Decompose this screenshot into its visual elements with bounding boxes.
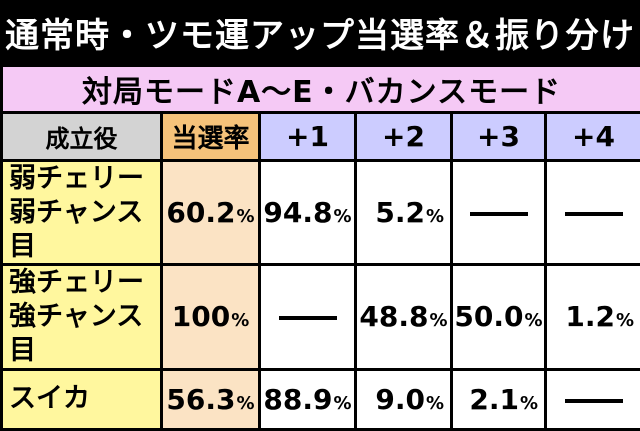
plus1-value: 94.8 — [263, 196, 332, 229]
col-header-plus3: +3 — [452, 113, 546, 161]
plus3-cell: 2.1% — [452, 369, 546, 429]
plus2-cell: 48.8% — [356, 265, 452, 369]
plus2-value: 5.2 — [375, 196, 425, 229]
percent-sign: % — [616, 310, 634, 331]
col-header-rate: 当選率 — [162, 113, 260, 161]
percent-sign: % — [525, 310, 543, 331]
percent-sign: % — [426, 393, 444, 414]
role-cell: スイカ — [2, 369, 162, 429]
dash-none — [279, 316, 337, 320]
percent-sign: % — [520, 393, 538, 414]
plus4-value: 1.2 — [565, 300, 615, 333]
dash-none — [565, 212, 623, 216]
rate-cell: 60.2% — [162, 161, 260, 265]
plus3-cell — [452, 161, 546, 265]
plus1-cell: 88.9% — [260, 369, 356, 429]
plus4-cell — [546, 161, 640, 265]
plus1-value: 88.9 — [263, 383, 332, 416]
percent-sign: % — [334, 393, 352, 414]
plus2-cell: 9.0% — [356, 369, 452, 429]
percent-sign: % — [231, 310, 249, 331]
percent-sign: % — [334, 206, 352, 227]
page-title: 通常時・ツモ運アップ当選率＆振り分け — [0, 0, 640, 64]
role-label-line2: 強チャンス目 — [9, 300, 160, 368]
col-header-plus4: +4 — [546, 113, 640, 161]
table-row: 弱チェリー 弱チャンス目 60.2% 94.8% 5.2% — [2, 161, 640, 265]
plus1-cell — [260, 265, 356, 369]
rate-cell: 100% — [162, 265, 260, 369]
role-label-line1: 強チェリー — [9, 266, 160, 300]
dash-none — [565, 399, 623, 403]
role-label-line1: スイカ — [9, 382, 160, 416]
plus4-cell — [546, 369, 640, 429]
percent-sign: % — [237, 206, 255, 227]
rate-value: 60.2 — [166, 196, 235, 229]
rate-value: 100 — [172, 300, 230, 333]
dash-none — [470, 212, 528, 216]
plus3-cell: 50.0% — [452, 265, 546, 369]
col-header-role: 成立役 — [2, 113, 162, 161]
plus2-value: 9.0 — [375, 383, 425, 416]
plus3-value: 2.1 — [469, 383, 519, 416]
plus3-value: 50.0 — [454, 300, 523, 333]
rate-cell: 56.3% — [162, 369, 260, 429]
mode-header-row: 対局モードA〜E・バカンスモード — [2, 66, 640, 113]
plus2-cell: 5.2% — [356, 161, 452, 265]
odds-table: 対局モードA〜E・バカンスモード 成立役 当選率 +1 +2 +3 +4 弱チェ… — [0, 64, 640, 431]
col-header-plus2: +2 — [356, 113, 452, 161]
table-row: 強チェリー 強チャンス目 100% 48.8% 50.0% 1.2% — [2, 265, 640, 369]
role-label-line2: 弱チャンス目 — [9, 196, 160, 264]
rate-value: 56.3 — [166, 383, 235, 416]
plus4-cell: 1.2% — [546, 265, 640, 369]
percent-sign: % — [430, 310, 448, 331]
mode-header: 対局モードA〜E・バカンスモード — [2, 66, 640, 113]
col-header-plus1: +1 — [260, 113, 356, 161]
plus1-cell: 94.8% — [260, 161, 356, 265]
role-cell: 強チェリー 強チャンス目 — [2, 265, 162, 369]
role-label-line1: 弱チェリー — [9, 162, 160, 196]
percent-sign: % — [426, 206, 444, 227]
column-header-row: 成立役 当選率 +1 +2 +3 +4 — [2, 113, 640, 161]
plus2-value: 48.8 — [359, 300, 428, 333]
percent-sign: % — [237, 393, 255, 414]
table-row: スイカ 56.3% 88.9% 9.0% 2.1% — [2, 369, 640, 429]
role-cell: 弱チェリー 弱チャンス目 — [2, 161, 162, 265]
